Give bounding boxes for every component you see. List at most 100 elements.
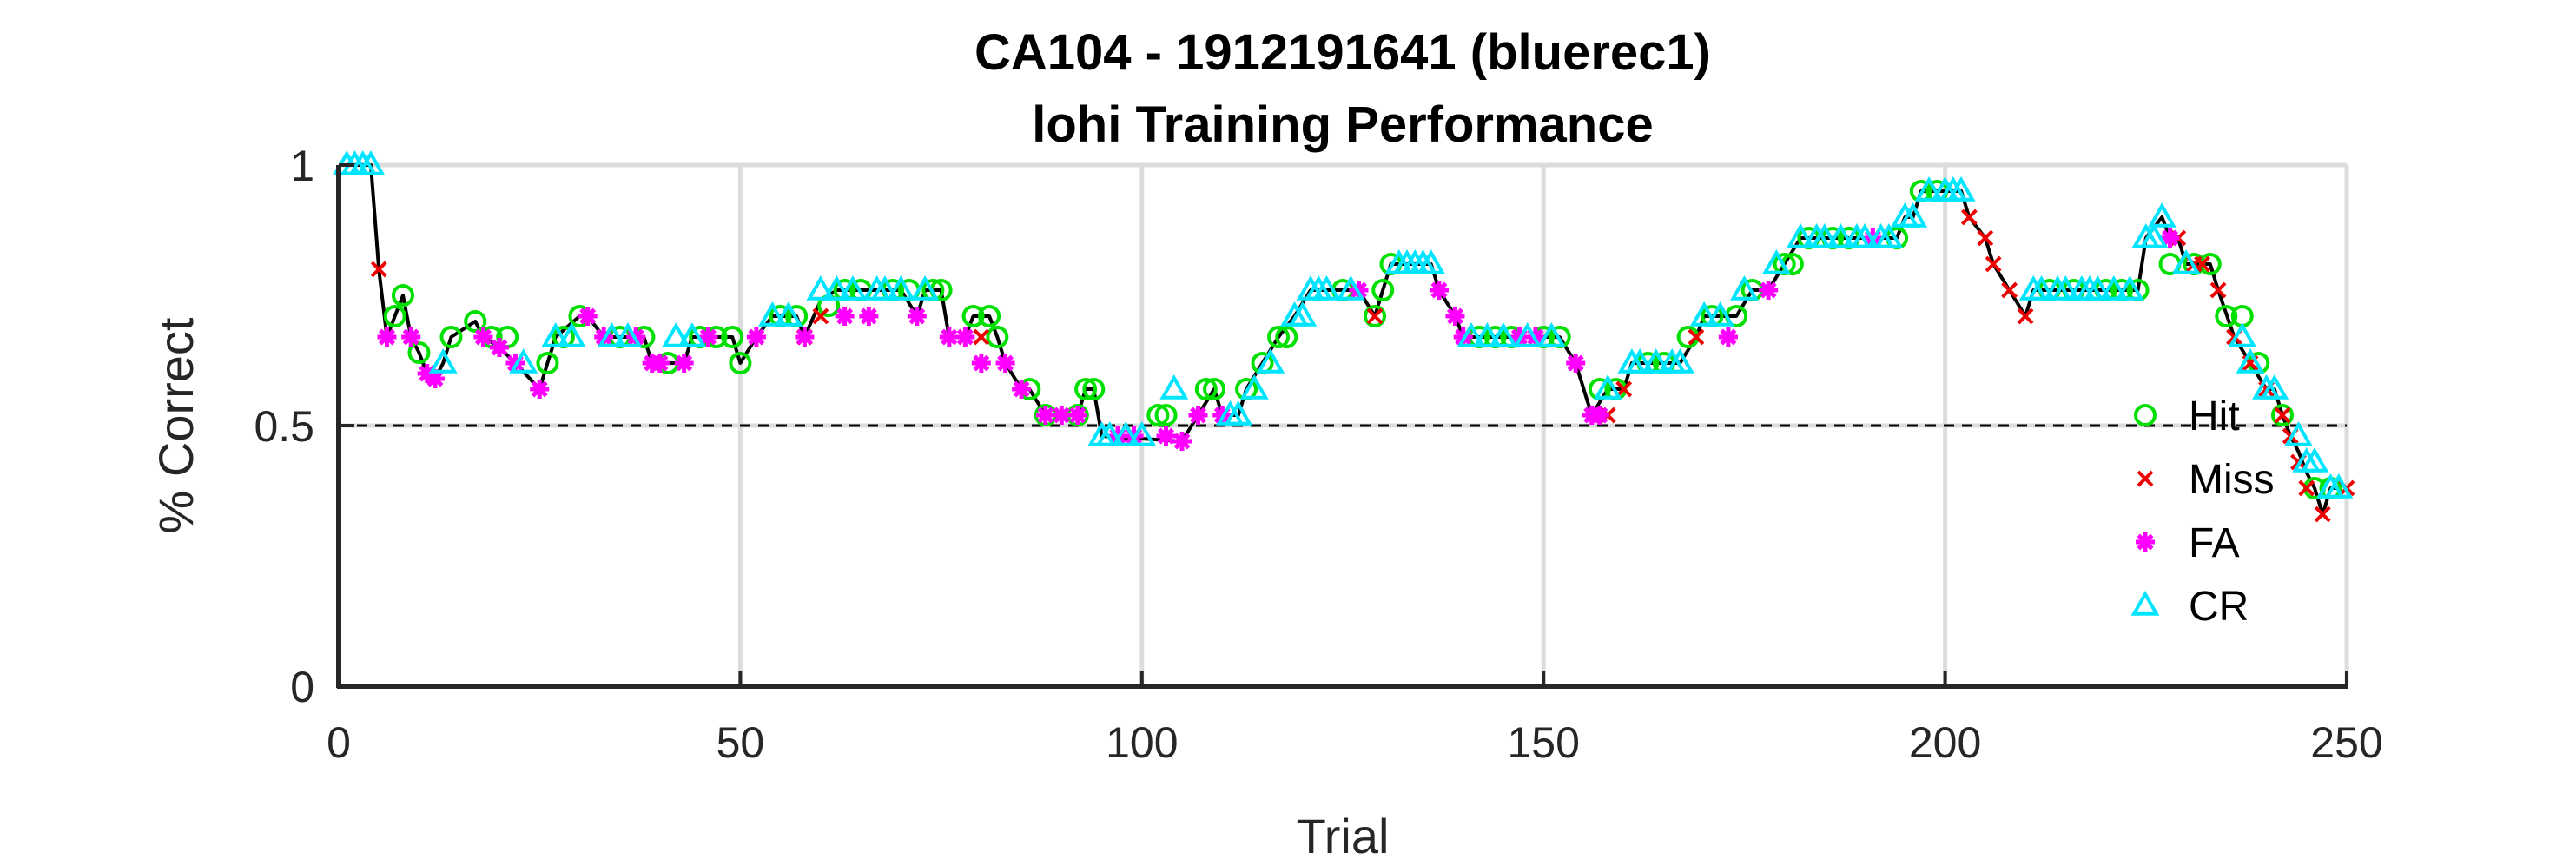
fa-marker xyxy=(746,327,766,347)
cr-marker xyxy=(2284,420,2313,446)
legend-hit-marker xyxy=(2134,404,2157,426)
legend-label: CR xyxy=(2189,584,2249,630)
cr-marker xyxy=(1810,222,1840,248)
trial-markers xyxy=(332,149,2355,523)
miss-marker xyxy=(1977,229,1994,247)
fa-marker xyxy=(1718,327,1738,347)
axes xyxy=(336,163,2348,689)
miss-marker xyxy=(1985,255,2002,273)
x-tick-label: 0 xyxy=(327,718,351,767)
miss-marker xyxy=(2274,407,2291,424)
cr-marker xyxy=(597,321,626,347)
cr-marker xyxy=(1729,274,1759,301)
cr-marker xyxy=(1850,222,1879,248)
hit-marker xyxy=(1154,404,1178,426)
cr-marker xyxy=(541,321,571,347)
fa-marker xyxy=(401,327,421,347)
fa-marker xyxy=(1566,354,1586,373)
cr-marker xyxy=(2099,274,2129,301)
fa-marker xyxy=(2160,228,2180,248)
legend-cr-marker xyxy=(2130,590,2160,616)
hit-marker xyxy=(1082,378,1106,400)
fa-marker xyxy=(674,354,694,373)
miss-marker xyxy=(1366,307,1384,325)
cr-marker xyxy=(2083,274,2112,301)
hit-marker xyxy=(1267,326,1291,348)
miss-marker xyxy=(2194,255,2210,273)
miss-marker xyxy=(2298,479,2315,497)
tick-labels: 0 50 100 150 200 250 0 0.5 1 xyxy=(254,142,2382,767)
cr-marker xyxy=(1914,175,1944,202)
cr-marker xyxy=(774,301,803,327)
y-tick-label: 1 xyxy=(290,142,314,190)
fa-marker xyxy=(1012,380,1032,399)
hit-marker xyxy=(439,326,463,348)
hit-marker xyxy=(978,305,1001,327)
x-axis-label: Trial xyxy=(1297,809,1390,863)
fa-marker xyxy=(955,327,975,347)
hit-marker xyxy=(2271,404,2295,426)
cr-marker xyxy=(2171,248,2201,274)
cr-marker xyxy=(2027,274,2057,301)
fa-marker xyxy=(1067,406,1087,425)
cr-marker xyxy=(1641,347,1671,374)
hit-marker xyxy=(464,310,487,333)
cr-marker xyxy=(1537,321,1566,347)
legend-miss-marker xyxy=(2137,470,2154,487)
cr-marker xyxy=(1689,301,1719,327)
cr-marker xyxy=(1256,347,1285,374)
cr-marker xyxy=(2147,202,2176,228)
hit-marker xyxy=(986,326,1009,348)
chart-title: CA104 - 1912191641 (bluerec1) xyxy=(974,24,1711,81)
cr-marker xyxy=(661,321,690,347)
cr-marker xyxy=(677,321,707,347)
hit-marker xyxy=(536,352,559,374)
cr-marker xyxy=(2139,222,2169,248)
cr-marker xyxy=(757,301,787,327)
cr-marker xyxy=(2300,446,2329,473)
fa-marker xyxy=(971,354,991,373)
hit-marker xyxy=(1371,279,1395,301)
fa-marker xyxy=(1052,406,1072,425)
cr-marker xyxy=(1312,274,1341,301)
cr-marker xyxy=(2228,321,2257,347)
fa-marker xyxy=(1759,281,1779,300)
hit-marker xyxy=(1194,378,1218,400)
fa-marker xyxy=(795,327,815,347)
cr-marker xyxy=(428,347,458,374)
fa-marker xyxy=(1188,406,1208,425)
cr-marker xyxy=(1417,248,1446,274)
cr-marker xyxy=(806,274,836,301)
hit-marker xyxy=(1074,378,1098,400)
cr-marker xyxy=(509,347,538,374)
legend: Hit Miss FA CR xyxy=(2130,393,2275,630)
x-tick-label: 100 xyxy=(1106,718,1178,767)
x-tick-label: 200 xyxy=(1909,718,1981,767)
fa-marker xyxy=(578,307,598,326)
hit-marker xyxy=(1146,404,1170,426)
cr-marker xyxy=(2260,374,2289,400)
fa-marker xyxy=(473,327,493,347)
legend-label: FA xyxy=(2189,520,2240,566)
cr-marker xyxy=(1874,222,1904,248)
fa-marker xyxy=(939,327,959,347)
legend-label: Miss xyxy=(2189,457,2275,503)
cr-marker xyxy=(557,321,586,347)
fa-marker xyxy=(1035,406,1055,425)
cr-marker xyxy=(1593,374,1622,400)
cr-marker xyxy=(1665,347,1694,374)
y-tick-label: 0 xyxy=(290,663,314,711)
fa-marker xyxy=(530,380,550,399)
legend-item-cr: CR xyxy=(2130,584,2249,630)
series-miss xyxy=(370,208,2355,523)
miss-marker xyxy=(2314,506,2331,523)
y-axis-label: % Correct xyxy=(149,317,203,533)
cr-marker xyxy=(1786,222,1815,248)
cr-marker xyxy=(1946,175,1976,202)
cr-marker xyxy=(1706,301,1735,327)
cr-marker xyxy=(1625,347,1655,374)
legend-fa-marker xyxy=(2136,532,2155,552)
cr-marker xyxy=(2051,274,2080,301)
cr-marker xyxy=(910,274,940,301)
fa-marker xyxy=(489,338,509,357)
